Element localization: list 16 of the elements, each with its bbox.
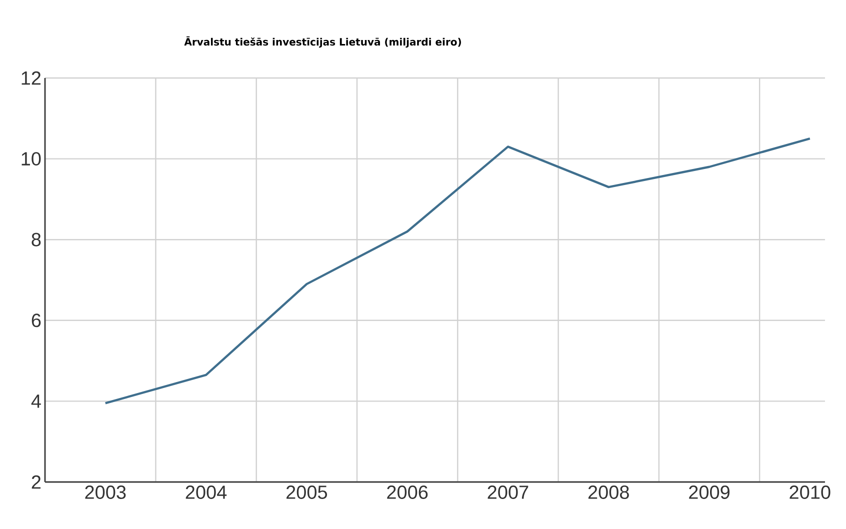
line-series bbox=[104, 138, 812, 404]
x-tick-label: 2008 bbox=[588, 486, 629, 499]
y-tick-label: 10 bbox=[22, 152, 41, 166]
y-tick-label: 4 bbox=[31, 394, 41, 408]
x-tick-label: 2005 bbox=[286, 486, 328, 499]
y-tick-label: 6 bbox=[32, 314, 41, 328]
chart-title: Ārvalstu tiešās investīcijas Lietuvā (miljardi eiro) bbox=[184, 36, 461, 48]
x-tick-label: 2007 bbox=[488, 486, 528, 499]
x-tick-label: 2004 bbox=[186, 486, 227, 499]
x-tick-label: 2006 bbox=[387, 486, 428, 499]
y-tick-label: 12 bbox=[22, 71, 41, 85]
x-tick-label: 2009 bbox=[689, 486, 730, 499]
y-tick-label: 2 bbox=[32, 475, 41, 489]
y-tick-label: 8 bbox=[32, 232, 41, 246]
x-tick-label: 2003 bbox=[85, 486, 126, 499]
x-tick-label: 2010 bbox=[790, 486, 830, 499]
